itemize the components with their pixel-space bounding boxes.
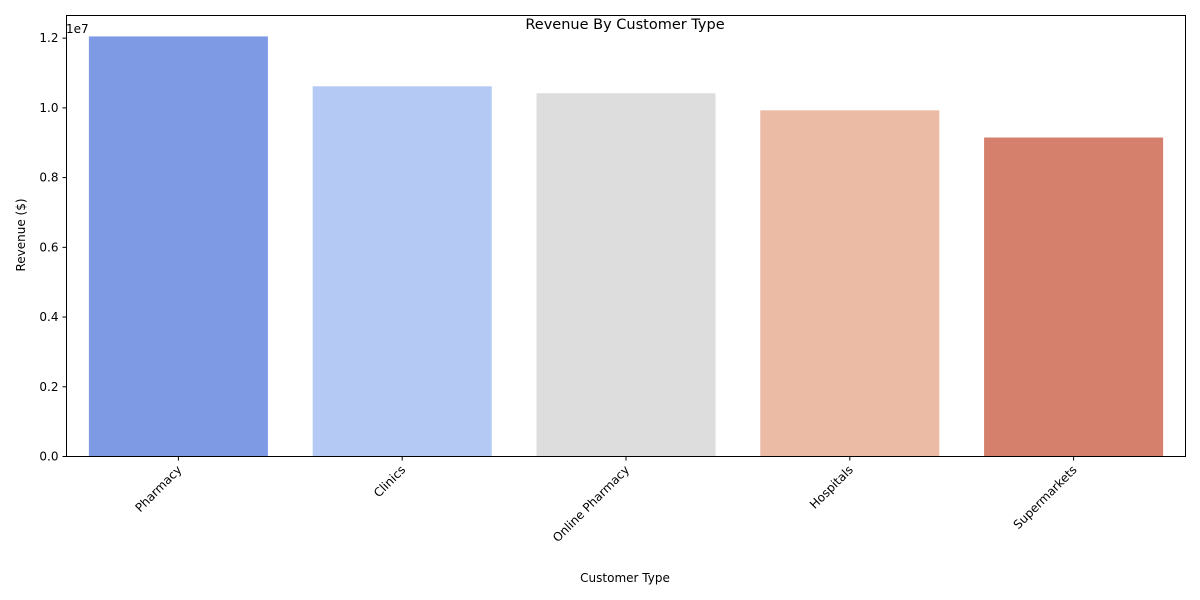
bar <box>312 86 492 457</box>
x-tick-label: Clinics​ <box>371 463 408 500</box>
y-axis-ticks: 0.0 0.2 0.4 0.6 0.8 1.0 1.2 <box>39 31 67 464</box>
y-tick-label: 0.0 <box>39 450 58 464</box>
plot-area-frame <box>66 15 1186 457</box>
bars <box>88 36 1164 457</box>
x-axis-label: Customer Type <box>580 571 670 585</box>
bar <box>88 36 268 457</box>
y-tick-label: 0.6 <box>39 240 58 254</box>
chart-title: Revenue By Customer Type <box>525 17 724 33</box>
y-tick-label: 0.4 <box>39 310 58 324</box>
y-tick-label: 0.8 <box>39 171 58 185</box>
x-tick-label: Pharmacy​ <box>132 463 184 515</box>
y-offset-text: 1e7 <box>66 22 89 36</box>
y-tick-label: 1.0 <box>39 101 58 115</box>
y-tick-label: 1.2 <box>39 31 58 45</box>
x-axis-ticks: Pharmacy​ Clinics​ Online Pharmacy​ Hospita… <box>132 456 1080 545</box>
bar <box>984 137 1164 457</box>
bar <box>760 110 940 457</box>
bar <box>536 93 716 457</box>
y-tick-label: 0.2 <box>39 380 58 394</box>
y-axis-label: Revenue ($) <box>14 198 28 271</box>
x-tick-label: Online Pharmacy​ <box>550 463 632 545</box>
x-tick-label: Supermarkets​ <box>1011 463 1080 532</box>
x-tick-label: Hospitals​ <box>807 463 856 512</box>
